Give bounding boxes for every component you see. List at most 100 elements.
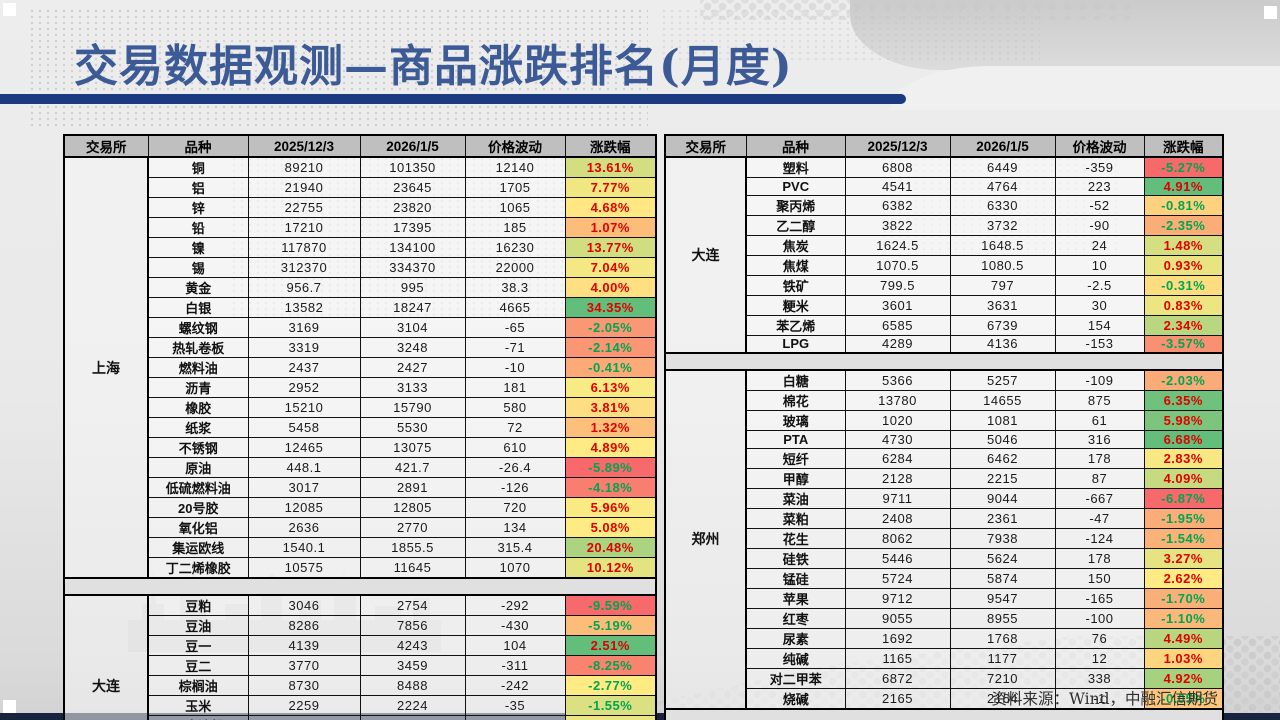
variety-cell: 对二甲苯 (745, 667, 846, 689)
variety-cell: 焦煤 (745, 254, 846, 276)
price-end-cell: 1177 (949, 647, 1056, 669)
ranking-table-right: 交易所 品种 2025/12/3 2026/1/5 价格波动 涨跌幅 大连 塑料 6808 644… (664, 134, 1224, 720)
price-end-cell: 3104 (359, 317, 466, 338)
price-start-cell: 6585 (844, 314, 951, 336)
commodity-table: 交易所 品种 2025/12/3 2026/1/5 价格波动 涨跌幅 上海铜 89210 101… (63, 134, 657, 720)
price-change-cell: 720 (464, 497, 566, 518)
price-end-cell: 23645 (359, 177, 466, 198)
pct-change-cell: 4.92% (1143, 667, 1224, 689)
table-row: 聚丙烯 6382 6330 -52 -0.81% (665, 194, 1224, 216)
table-row: 橡胶 15210 15790 580 3.81% (64, 397, 657, 418)
header-row: 交易所 品种 2025/12/3 2026/1/5 价格波动 涨跌幅 (63, 134, 657, 158)
price-start-cell: 3169 (247, 317, 361, 338)
column-header: 2026/1/5 (949, 134, 1056, 158)
price-change-cell: 38.3 (464, 277, 566, 298)
price-change-cell: 104 (464, 635, 566, 656)
variety-cell: 橡胶 (147, 397, 249, 418)
price-start-cell: 2437 (247, 357, 361, 378)
variety-cell: LPG (745, 334, 846, 353)
price-start-cell: 5724 (844, 567, 951, 589)
price-end-cell: 6739 (949, 314, 1056, 336)
price-start-cell: 9711 (844, 487, 951, 509)
pct-change-cell: -5.27% (1143, 156, 1224, 178)
data-source-note: 资料来源：Wind，中融汇信期货 (991, 690, 1218, 708)
column-header: 品种 (745, 134, 846, 158)
table-row: 大连 塑料 6808 6449 -359 -5.27% (664, 156, 1224, 353)
table-row: 丁二烯橡胶 10575 11645 1070 10.12% (64, 557, 657, 579)
pct-change-cell: 7.77% (564, 177, 657, 198)
column-header: 2025/12/3 (247, 134, 361, 158)
pct-change-cell: 5.96% (564, 497, 657, 518)
price-end-cell: 2427 (359, 357, 466, 378)
price-change-cell: 1070 (464, 557, 566, 579)
price-end-cell: 995 (359, 277, 466, 298)
pct-change-cell: 2.51% (564, 635, 657, 656)
price-change-cell: -311 (464, 655, 566, 676)
pct-change-cell: 2.34% (1143, 314, 1224, 336)
price-start-cell: 8730 (247, 675, 361, 696)
price-start-cell: 6284 (844, 447, 951, 469)
page-title: 交易数据观测—商品涨跌排名(月度) (74, 41, 793, 92)
pct-change-cell: -0.31% (1143, 274, 1224, 296)
pct-change-cell: 2.62% (1143, 567, 1224, 589)
pct-change-cell: -0.41% (564, 357, 657, 378)
corner-square (1264, 6, 1277, 19)
pct-change-cell: -2.07% (564, 715, 657, 720)
price-change-cell: -26.4 (464, 457, 566, 478)
column-header: 交易所 (63, 134, 149, 158)
price-end-cell: 23820 (359, 197, 466, 218)
price-end-cell: 2224 (359, 695, 466, 716)
variety-cell: 锌 (147, 197, 249, 218)
variety-cell: 不锈钢 (147, 437, 249, 458)
price-start-cell: 12085 (247, 497, 361, 518)
table-row: 豆一 4139 4243 104 2.51% (64, 635, 657, 656)
price-start-cell: 15210 (247, 397, 361, 418)
variety-cell: 锰硅 (745, 567, 846, 589)
variety-cell: 豆粕 (147, 594, 249, 616)
variety-cell: 红枣 (745, 607, 846, 629)
price-end-cell: 3732 (949, 214, 1056, 236)
column-header: 2025/12/3 (844, 134, 951, 158)
column-header: 2026/1/5 (359, 134, 466, 158)
table-row: 集运欧线 1540.1 1855.5 315.4 20.48% (64, 537, 657, 558)
variety-cell: 热轧卷板 (147, 337, 249, 358)
table-row: 甲醇 2128 2215 87 4.09% (665, 467, 1224, 489)
exchange-cell: 郑州 (664, 369, 747, 709)
variety-cell: 苹果 (745, 587, 846, 609)
variety-cell: 低硫燃料油 (147, 477, 249, 498)
price-change-cell: -2.5 (1054, 274, 1145, 296)
pct-change-cell: 4.09% (1143, 467, 1224, 489)
variety-cell: 白银 (147, 297, 249, 318)
table-row: 原油 448.1 421.7 -26.4 -5.89% (64, 457, 657, 478)
price-start-cell: 1165 (844, 647, 951, 669)
price-change-cell: 61 (1054, 410, 1145, 431)
price-change-cell: -10 (464, 357, 566, 378)
variety-cell: 铅 (147, 217, 249, 238)
table-row: 豆油 8286 7856 -430 -5.19% (64, 615, 657, 636)
price-start-cell: 3017 (247, 477, 361, 498)
price-change-cell: -65 (464, 317, 566, 338)
commodity-table: 交易所 品种 2025/12/3 2026/1/5 价格波动 涨跌幅 大连 塑料 6808 644… (664, 134, 1224, 720)
price-start-cell: 17210 (247, 217, 361, 238)
column-header: 涨跌幅 (564, 134, 657, 158)
column-header: 交易所 (664, 134, 747, 158)
price-end-cell: 7938 (949, 527, 1056, 549)
price-start-cell: 2636 (247, 517, 361, 538)
table-row: 玻璃 1020 1081 61 5.98% (665, 410, 1224, 431)
table-row: 不锈钢 12465 13075 610 4.89% (64, 437, 657, 458)
price-end-cell: 5530 (359, 417, 466, 438)
price-change-cell: -53 (464, 715, 566, 720)
pct-change-cell: -2.77% (564, 675, 657, 696)
price-end-cell: 9547 (949, 587, 1056, 609)
ranking-table-left: 交易所 品种 2025/12/3 2026/1/5 价格波动 涨跌幅 上海铜 89210 101… (63, 134, 657, 720)
price-start-cell: 2165 (844, 687, 951, 709)
variety-cell: 氧化铝 (147, 517, 249, 538)
top-right-light-swoosh (890, 66, 1280, 110)
price-start-cell: 9055 (844, 607, 951, 629)
price-change-cell: -153 (1054, 334, 1145, 353)
price-end-cell: 11645 (359, 557, 466, 579)
variety-cell: 甲醇 (745, 467, 846, 489)
price-end-cell: 1648.5 (949, 234, 1056, 256)
variety-cell: 塑料 (745, 156, 846, 178)
